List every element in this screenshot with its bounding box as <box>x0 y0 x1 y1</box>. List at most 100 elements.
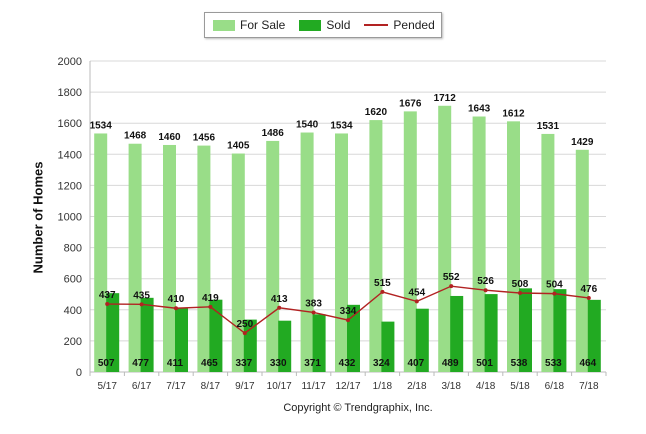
point-pended-9/17 <box>242 331 247 336</box>
label-pended-5/18: 508 <box>512 279 529 290</box>
label-sold-5/18: 538 <box>511 358 528 369</box>
point-pended-1/18 <box>380 289 385 294</box>
point-pended-11/17 <box>311 310 316 315</box>
y-tick-label-800: 800 <box>64 243 82 255</box>
bar-for-sale-11/17 <box>300 132 314 372</box>
legend: For Sale Sold Pended <box>204 12 442 38</box>
label-pended-3/18: 552 <box>443 272 460 283</box>
x-tick-label-8/17: 8/17 <box>201 381 221 392</box>
legend-label-pended: Pended <box>393 18 435 32</box>
bar-sold-8/17 <box>209 299 223 372</box>
legend-label-for-sale: For Sale <box>240 18 286 32</box>
label-for-sale-11/17: 1540 <box>296 120 319 131</box>
x-tick-label-6/18: 6/18 <box>545 381 565 392</box>
label-for-sale-5/17: 1534 <box>90 120 113 131</box>
bar-for-sale-1/18 <box>369 120 383 372</box>
y-tick-label-1000: 1000 <box>58 212 82 224</box>
label-pended-12/17: 334 <box>340 306 357 317</box>
label-pended-7/18: 476 <box>580 284 597 295</box>
bar-sold-1/18 <box>381 321 395 372</box>
label-for-sale-7/17: 1460 <box>158 132 181 143</box>
label-sold-10/17: 330 <box>270 358 287 369</box>
bar-for-sale-5/18 <box>507 121 520 372</box>
label-pended-11/17: 383 <box>305 298 322 309</box>
bar-sold-2/18 <box>415 308 429 372</box>
label-for-sale-10/17: 1486 <box>262 128 285 139</box>
bar-for-sale-8/17 <box>197 145 211 372</box>
bar-sold-6/17 <box>140 297 154 372</box>
point-pended-6/17 <box>139 302 144 307</box>
point-pended-7/18 <box>586 295 591 300</box>
y-tick-label-1600: 1600 <box>58 118 82 130</box>
label-pended-7/17: 410 <box>168 294 185 305</box>
bar-for-sale-7/17 <box>163 144 176 372</box>
bar-sold-7/17 <box>175 308 188 372</box>
legend-item-pended: Pended <box>364 18 435 32</box>
x-tick-label-3/18: 3/18 <box>441 381 461 392</box>
label-for-sale-2/18: 1676 <box>399 98 422 109</box>
y-tick-label-2000: 2000 <box>58 56 82 68</box>
bar-for-sale-4/18 <box>472 116 486 373</box>
legend-swatch-sold <box>299 19 322 31</box>
label-pended-5/17: 437 <box>99 290 116 301</box>
label-pended-2/18: 454 <box>408 287 425 298</box>
label-for-sale-8/17: 1456 <box>193 133 216 144</box>
bar-sold-5/17 <box>106 293 120 372</box>
label-sold-9/17: 337 <box>235 358 252 369</box>
point-pended-12/17 <box>346 318 350 323</box>
bar-for-sale-6/17 <box>128 143 142 372</box>
label-for-sale-7/18: 1429 <box>571 137 594 148</box>
x-tick-label-11/17: 11/17 <box>301 381 326 392</box>
point-pended-6/18 <box>552 291 557 296</box>
legend-swatch-pended <box>364 24 389 26</box>
bar-sold-3/18 <box>450 295 464 372</box>
label-sold-12/17: 432 <box>339 358 356 369</box>
label-for-sale-6/18: 1531 <box>537 121 560 132</box>
x-tick-label-4/18: 4/18 <box>476 381 496 392</box>
bar-sold-6/18 <box>553 289 567 372</box>
x-tick-label-2/18: 2/18 <box>407 381 427 392</box>
x-tick-label-5/18: 5/18 <box>510 381 530 392</box>
y-tick-label-0: 0 <box>76 367 82 379</box>
y-tick-label-200: 200 <box>64 336 82 348</box>
bar-sold-12/17 <box>347 304 360 372</box>
copyright-text: Copyright © Trendgraphix, Inc. <box>283 402 433 414</box>
bar-for-sale-9/17 <box>231 153 245 372</box>
x-tick-label-9/17: 9/17 <box>235 381 255 392</box>
label-sold-11/17: 371 <box>304 358 321 369</box>
legend-swatch-for-sale <box>213 19 235 31</box>
label-pended-1/18: 515 <box>374 278 391 289</box>
x-tick-label-10/17: 10/17 <box>267 381 292 392</box>
bar-for-sale-3/18 <box>438 105 452 372</box>
label-for-sale-1/18: 1620 <box>365 107 388 118</box>
label-for-sale-9/17: 1405 <box>227 141 250 152</box>
point-pended-2/18 <box>414 299 419 304</box>
label-pended-6/18: 504 <box>546 280 563 291</box>
bar-for-sale-2/18 <box>403 111 417 372</box>
y-axis-label: Number of Homes <box>30 161 46 274</box>
legend-item-for-sale: For Sale <box>213 18 285 32</box>
point-pended-3/18 <box>449 284 454 289</box>
label-sold-6/18: 533 <box>545 358 562 369</box>
bar-for-sale-6/18 <box>541 133 555 372</box>
x-tick-label-5/17: 5/17 <box>97 381 117 392</box>
bar-for-sale-12/17 <box>335 133 348 372</box>
bar-for-sale-5/17 <box>94 133 108 372</box>
label-pended-9/17: 250 <box>236 319 253 330</box>
legend-item-sold: Sold <box>299 18 350 32</box>
label-pended-4/18: 526 <box>477 276 494 287</box>
label-sold-2/18: 407 <box>407 358 424 369</box>
label-for-sale-12/17: 1534 <box>330 120 353 131</box>
x-tick-label-6/17: 6/17 <box>132 381 152 392</box>
x-tick-label-7/18: 7/18 <box>579 381 599 392</box>
point-pended-7/17 <box>174 306 178 311</box>
label-sold-6/17: 477 <box>132 358 149 369</box>
x-tick-label-7/17: 7/17 <box>166 381 186 392</box>
y-tick-label-1400: 1400 <box>58 149 82 161</box>
label-sold-8/17: 465 <box>201 358 218 369</box>
point-pended-10/17 <box>277 305 282 310</box>
y-tick-label-1800: 1800 <box>58 87 82 99</box>
y-tick-label-1200: 1200 <box>58 180 82 192</box>
bar-sold-11/17 <box>312 314 326 372</box>
label-sold-1/18: 324 <box>373 358 390 369</box>
